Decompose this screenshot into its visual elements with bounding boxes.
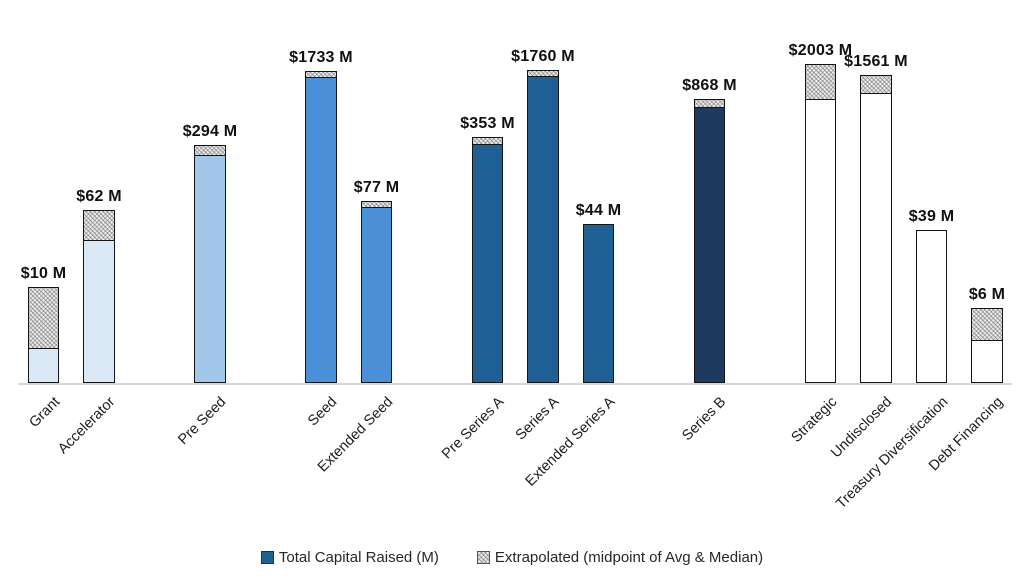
value-label-seed: $1733 M	[289, 48, 353, 66]
value-label-debt-financing: $6 M	[968, 285, 1006, 303]
legend-swatch-hatched-icon	[476, 551, 490, 564]
bar-strategic	[804, 64, 837, 383]
bar-segment-raised	[471, 143, 504, 383]
bar-series-a	[527, 69, 559, 383]
category-label-accelerator: Accelerator	[55, 394, 119, 458]
bar-segment-raised	[360, 206, 393, 383]
chart-legend: Total Capital Raised (M) Extrapolated (m…	[0, 549, 1024, 566]
bar-segment-raised	[915, 229, 948, 383]
bar-treasury-diversification	[915, 229, 948, 383]
value-label-extended-series-a: $44 M	[575, 202, 622, 220]
bar-segment-extrapolated	[360, 201, 393, 207]
bar-segment-extrapolated	[194, 144, 226, 155]
value-label-grant: $10 M	[20, 264, 67, 282]
bar-segment-raised	[83, 240, 115, 383]
bar-debt-financing	[971, 307, 1003, 383]
bar-seed	[305, 70, 337, 384]
bar-segment-raised	[194, 154, 226, 383]
value-label-strategic: $2003 M	[788, 42, 853, 60]
value-label-treasury-diversification: $39 M	[908, 207, 955, 225]
bar-segment-raised	[804, 98, 837, 383]
bar-extended-series-a	[582, 224, 615, 383]
value-label-pre-seed: $294 M	[182, 122, 238, 140]
bar-segment-extrapolated	[527, 69, 559, 76]
bar-pre-seed	[194, 144, 226, 383]
bar-extended-seed	[360, 201, 393, 383]
bar-segment-extrapolated	[305, 70, 337, 77]
legend-swatch-solid-icon	[260, 551, 274, 564]
bar-segment-raised	[582, 224, 615, 383]
value-label-undisclosed: $1561 M	[844, 52, 908, 70]
legend-item-total-capital: Total Capital Raised (M)	[260, 549, 439, 566]
bar-segment-raised	[27, 348, 60, 383]
bar-segment-extrapolated	[860, 74, 892, 93]
bar-segment-raised	[971, 339, 1003, 383]
bar-segment-extrapolated	[27, 286, 60, 349]
legend-label-extrapolated: Extrapolated (midpoint of Avg & Median)	[494, 549, 764, 566]
bar-segment-raised	[693, 106, 726, 383]
bar-segment-extrapolated	[693, 99, 726, 107]
bar-segment-extrapolated	[804, 64, 837, 99]
value-label-series-b: $868 M	[682, 77, 737, 95]
value-label-series-a: $1760 M	[511, 47, 575, 65]
bar-series-b	[693, 99, 726, 383]
bar-segment-extrapolated	[83, 210, 115, 241]
value-label-accelerator: $62 M	[76, 188, 122, 205]
value-label-extended-seed: $77 M	[353, 179, 400, 196]
bar-pre-series-a	[471, 137, 504, 383]
bar-segment-extrapolated	[471, 137, 504, 144]
x-axis-line	[18, 383, 1012, 385]
bar-segment-raised	[860, 92, 892, 383]
legend-item-extrapolated: Extrapolated (midpoint of Avg & Median)	[476, 549, 764, 566]
bar-segment-raised	[527, 75, 559, 383]
bar-segment-raised	[305, 76, 337, 383]
bar-grant	[27, 286, 60, 384]
bar-accelerator	[83, 210, 115, 383]
bar-segment-extrapolated	[971, 307, 1003, 340]
bar-undisclosed	[860, 74, 892, 383]
value-label-pre-series-a: $353 M	[460, 115, 515, 133]
legend-label-total-capital: Total Capital Raised (M)	[278, 549, 439, 566]
